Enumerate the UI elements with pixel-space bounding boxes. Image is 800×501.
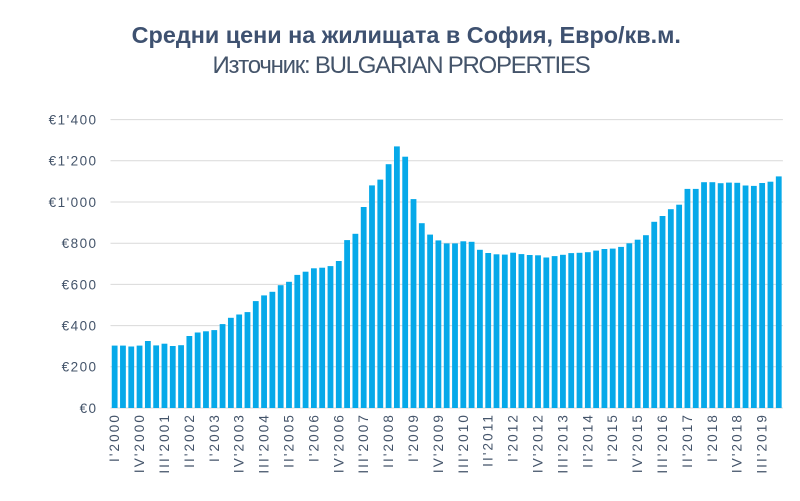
svg-text:II'2011: II'2011 xyxy=(481,413,496,467)
svg-text:III'2019: III'2019 xyxy=(755,413,770,474)
svg-text:II'2017: II'2017 xyxy=(680,413,695,468)
svg-text:II'2008: II'2008 xyxy=(381,413,396,468)
svg-text:€1'400: €1'400 xyxy=(49,113,98,128)
svg-text:IV'2018: IV'2018 xyxy=(730,413,745,473)
svg-text:€800: €800 xyxy=(62,236,98,251)
svg-text:€1'200: €1'200 xyxy=(49,154,98,169)
svg-text:II'2002: II'2002 xyxy=(182,413,197,468)
svg-text:IV'2009: IV'2009 xyxy=(431,413,446,473)
svg-text:I'2015: I'2015 xyxy=(605,413,620,462)
svg-text:IV'2006: IV'2006 xyxy=(331,413,346,473)
svg-text:III'2001: III'2001 xyxy=(157,413,172,474)
svg-text:€0: €0 xyxy=(80,401,98,416)
svg-text:€600: €600 xyxy=(62,277,98,292)
svg-text:III'2013: III'2013 xyxy=(555,413,570,474)
svg-text:I'2012: I'2012 xyxy=(506,413,521,462)
svg-text:I'2006: I'2006 xyxy=(306,413,321,462)
svg-text:III'2007: III'2007 xyxy=(356,413,371,474)
svg-text:IV'2015: IV'2015 xyxy=(630,413,645,473)
svg-text:€400: €400 xyxy=(62,319,98,334)
svg-text:I'2018: I'2018 xyxy=(705,413,720,462)
svg-text:IV'2012: IV'2012 xyxy=(531,413,546,473)
svg-text:II'2014: II'2014 xyxy=(580,413,595,468)
svg-text:I'2000: I'2000 xyxy=(107,413,122,462)
svg-text:I'2009: I'2009 xyxy=(406,413,421,462)
svg-text:IV'2000: IV'2000 xyxy=(132,413,147,473)
svg-text:III'2010: III'2010 xyxy=(456,413,471,474)
svg-text:IV'2003: IV'2003 xyxy=(232,413,247,473)
svg-text:III'2016: III'2016 xyxy=(655,413,670,474)
svg-text:I'2003: I'2003 xyxy=(207,413,222,462)
svg-text:II'2005: II'2005 xyxy=(281,413,296,468)
svg-text:€200: €200 xyxy=(62,360,98,375)
svg-text:III'2004: III'2004 xyxy=(257,413,272,474)
svg-text:€1'000: €1'000 xyxy=(49,195,98,210)
